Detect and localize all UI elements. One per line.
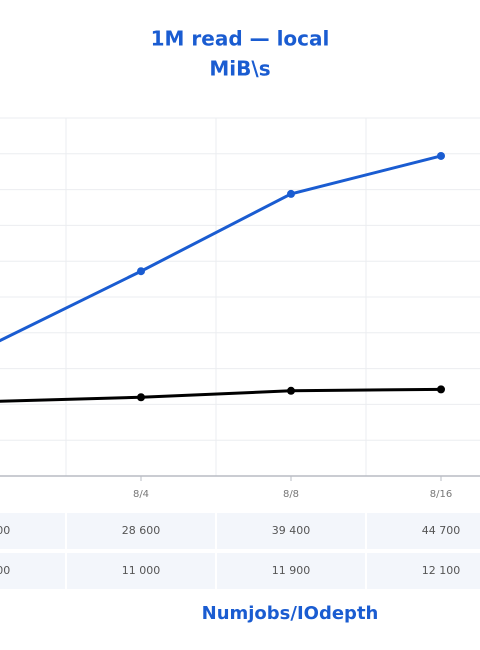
point: [287, 386, 295, 395]
x-tick-label: 8/8: [283, 489, 299, 500]
table-cell: [217, 553, 365, 589]
table-value: 10 400: [0, 564, 10, 577]
table-cell: [0, 513, 65, 549]
table-cell: [367, 513, 480, 549]
point: [137, 267, 145, 276]
table-cell: [67, 553, 215, 589]
table-value: 39 400: [272, 524, 311, 537]
table-value: 44 700: [422, 524, 461, 537]
x-tick-label: 8/4: [133, 489, 149, 500]
table-value: 11 000: [122, 564, 161, 577]
point: [437, 151, 445, 160]
table-value: 12 100: [422, 564, 461, 577]
series-line: [0, 154, 442, 343]
point: [437, 385, 445, 394]
table-cell: [367, 553, 480, 589]
table-cell: [217, 513, 365, 549]
chart-title: 1M read — local: [151, 27, 330, 51]
x-tick-label: 8/16: [430, 489, 452, 500]
series-line: [0, 387, 442, 403]
point: [137, 393, 145, 402]
table-cell: [0, 553, 65, 589]
table-value: 11 900: [272, 564, 311, 577]
x-axis-label: Numjobs/IOdepth: [202, 603, 379, 624]
table-cell: [67, 513, 215, 549]
chart-subtitle: MiB\s: [209, 57, 270, 81]
table-value: 18 300: [0, 524, 10, 537]
point: [287, 189, 295, 198]
table-value: 28 600: [122, 524, 161, 537]
